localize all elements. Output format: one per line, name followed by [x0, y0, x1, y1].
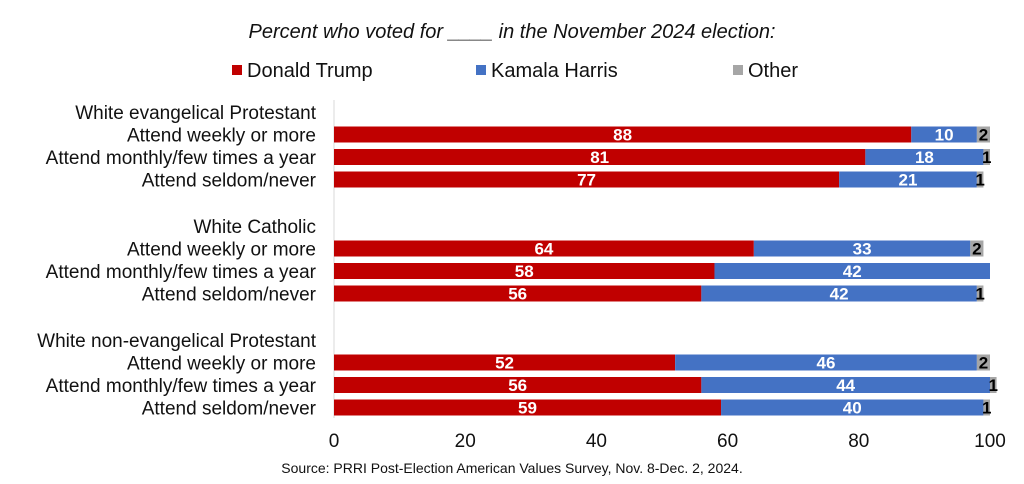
- category-label: Attend monthly/few times a year: [46, 262, 317, 283]
- bar-segment-trump: [334, 171, 840, 188]
- x-tick-label: 80: [848, 431, 869, 452]
- data-label-harris: 42: [830, 285, 849, 304]
- category-label: Attend seldom/never: [142, 285, 317, 306]
- x-tick-label: 100: [974, 431, 1006, 452]
- bar-segment-harris: [714, 263, 990, 279]
- bar-segment-trump: [334, 263, 715, 279]
- data-label-harris: 21: [899, 171, 918, 190]
- bar-segment-harris: [701, 285, 977, 302]
- x-axis-ticks: 0 20 40 60 80 100: [329, 431, 1006, 452]
- bar-segment-harris: [911, 126, 977, 143]
- group-label-3: White non-evangelical Protestant: [37, 331, 317, 352]
- bar-segment-trump: [334, 285, 702, 302]
- legend-swatch-trump: [232, 65, 242, 75]
- legend-swatch-harris: [476, 65, 486, 75]
- data-label-harris: 10: [935, 126, 954, 145]
- data-label-harris: 40: [843, 399, 862, 418]
- bar-segment-trump: [334, 377, 702, 393]
- bar-segment-trump: [334, 354, 676, 371]
- data-label-trump: 52: [495, 354, 514, 373]
- bar-segment-trump: [334, 126, 912, 143]
- group-label-1: White evangelical Protestant: [75, 103, 317, 124]
- bar-segment-other: [983, 399, 990, 416]
- bar-segment-other: [976, 354, 990, 371]
- data-label-other: 1: [975, 285, 984, 304]
- data-label-trump: 56: [508, 376, 527, 395]
- bars-layer: 88 10 2 81 18 1 77 21 1 64 33 2 58 42 56 42 1 52 46 2 56 44 1 5…: [334, 126, 998, 418]
- legend: Donald Trump Kamala Harris Other: [232, 60, 798, 82]
- x-tick-label: 0: [329, 431, 340, 452]
- bar-segment-harris: [701, 377, 990, 393]
- data-label-trump: 59: [518, 399, 537, 418]
- category-label: Attend monthly/few times a year: [46, 376, 317, 397]
- category-label: Attend weekly or more: [127, 126, 316, 147]
- data-label-harris: 33: [853, 240, 872, 259]
- data-label-trump: 88: [613, 126, 632, 145]
- group-label-2: White Catholic: [194, 217, 317, 238]
- bar-segment-other: [983, 149, 990, 165]
- x-tick-label: 60: [717, 431, 738, 452]
- data-label-trump: 81: [590, 148, 609, 167]
- data-label-other: 1: [982, 148, 991, 167]
- data-label-trump: 56: [508, 285, 527, 304]
- bar-segment-harris: [753, 240, 971, 257]
- chart-title: Percent who voted for ____ in the Novemb…: [249, 21, 776, 43]
- legend-swatch-other: [733, 65, 743, 75]
- bar-segment-harris: [839, 171, 977, 188]
- bar-segment-trump: [334, 240, 754, 257]
- category-label: Attend monthly/few times a year: [46, 148, 317, 169]
- category-label: Attend seldom/never: [142, 171, 317, 192]
- data-label-other: 2: [979, 354, 988, 373]
- data-label-harris: 18: [915, 148, 934, 167]
- bar-segment-trump: [334, 149, 866, 165]
- bar-segment-harris: [865, 149, 984, 165]
- legend-label-trump: Donald Trump: [247, 60, 373, 82]
- bar-segment-other: [976, 171, 984, 188]
- data-label-trump: 58: [515, 262, 534, 281]
- category-label: Attend seldom/never: [142, 399, 317, 420]
- data-label-harris: 46: [817, 354, 836, 373]
- data-label-harris: 42: [843, 262, 862, 281]
- data-label-trump: 64: [534, 240, 553, 259]
- data-label-other: 2: [972, 240, 981, 259]
- bar-segment-other: [976, 126, 990, 143]
- data-label-other: 1: [989, 376, 998, 395]
- category-label: Attend weekly or more: [127, 240, 316, 261]
- bar-segment-harris: [721, 399, 984, 416]
- data-label-other: 1: [975, 171, 984, 190]
- data-label-trump: 77: [577, 171, 596, 190]
- legend-label-other: Other: [748, 60, 798, 82]
- x-tick-label: 20: [455, 431, 476, 452]
- bar-segment-trump: [334, 399, 722, 416]
- data-label-other: 2: [979, 126, 988, 145]
- source-note: Source: PRRI Post-Election American Valu…: [281, 460, 742, 476]
- bar-segment-other: [976, 285, 984, 302]
- legend-label-harris: Kamala Harris: [491, 60, 618, 82]
- bar-segment-other: [970, 240, 984, 257]
- x-tick-label: 40: [586, 431, 607, 452]
- data-label-harris: 44: [836, 376, 855, 395]
- data-label-other: 1: [982, 399, 991, 418]
- bar-segment-harris: [675, 354, 977, 371]
- category-label: Attend weekly or more: [127, 354, 316, 375]
- bar-segment-other: [990, 377, 997, 393]
